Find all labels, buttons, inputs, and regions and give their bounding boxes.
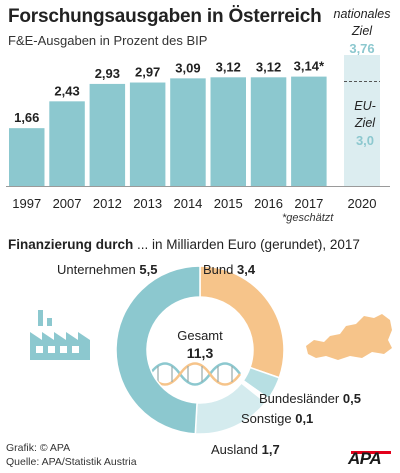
bar-value-label-2017: 3,14* xyxy=(294,59,325,74)
bar-2014 xyxy=(170,78,206,186)
eu-goal-line2: Ziel xyxy=(354,116,376,130)
category-label-1997: 1997 xyxy=(12,196,41,211)
bar-1997 xyxy=(9,128,45,186)
donut-chart: Gesamt 11,3 xyxy=(30,265,392,435)
category-label-2015: 2015 xyxy=(214,196,243,211)
slice-name-ausland: Ausland xyxy=(211,442,258,457)
bar-2012 xyxy=(89,83,126,186)
bar-value-label-2016: 3,12 xyxy=(256,59,281,74)
slice-label-bundeslaender: Bundesländer 0,5 xyxy=(259,391,361,406)
bar-value-label-2007: 2,43 xyxy=(54,83,79,98)
chart-title: Forschungsausgaben in Österreich xyxy=(8,6,322,27)
national-goal-line2: Ziel xyxy=(351,24,373,38)
category-label-2016: 2016 xyxy=(254,196,283,211)
bar-2016 xyxy=(250,77,287,186)
eu-goal-line1: EU- xyxy=(354,99,376,113)
bar-chart: 1,66 1997 2,43 2007 2,93 2012 2,97 2013 3,09 2014… xyxy=(6,55,390,211)
donut-center-label: Gesamt xyxy=(177,328,223,343)
bar-2013 xyxy=(129,82,166,186)
credits: Grafik: © APA Quelle: APA/Statistik Aust… xyxy=(6,441,137,469)
bar-2017 xyxy=(291,76,327,186)
slice-value-bund: 3,4 xyxy=(237,262,256,277)
national-goal-line1: nationales xyxy=(333,7,391,21)
slice-value-ausland: 1,7 xyxy=(261,442,280,457)
financing-title: Finanzierung durch ... in Milliarden Eur… xyxy=(8,237,360,252)
credit-graphic: Grafik: © APA xyxy=(6,442,71,454)
bar-value-label-2014: 3,09 xyxy=(175,60,200,75)
category-label-2020: 2020 xyxy=(348,196,377,211)
slice-name-bund: Bund xyxy=(203,262,234,277)
donut-center-value: 11,3 xyxy=(187,345,214,361)
chart-subtitle: F&E-Ausgaben in Prozent des BIP xyxy=(8,33,208,48)
bar-value-label-2013: 2,97 xyxy=(135,65,160,80)
category-label-2017: 2017 xyxy=(294,196,323,211)
bar-value-label-2015: 3,12 xyxy=(216,59,241,74)
category-label-2012: 2012 xyxy=(93,196,122,211)
goal-bar-2020 xyxy=(344,55,380,186)
credit-source: Quelle: APA/Statistik Austria xyxy=(6,456,137,468)
slice-value-bundeslaender: 0,5 xyxy=(342,391,361,406)
national-goal-label: nationales Ziel 3,76 xyxy=(326,6,398,57)
bar-2007 xyxy=(49,101,85,186)
slice-label-bund: Bund 3,4 xyxy=(203,262,255,277)
national-goal-value: 3,76 xyxy=(349,41,375,56)
category-label-2014: 2014 xyxy=(173,196,202,211)
slice-value-unternehmen: 5,5 xyxy=(139,262,158,277)
slice-label-unternehmen: Unternehmen 5,5 xyxy=(57,262,157,277)
category-label-2013: 2013 xyxy=(133,196,162,211)
financing-title-bold: Finanzierung durch xyxy=(8,237,134,252)
category-label-2007: 2007 xyxy=(53,196,82,211)
bar-value-label-1997: 1,66 xyxy=(14,110,39,125)
donut-slice-unternehmen xyxy=(115,265,201,435)
financing-title-rest: ... in Milliarden Euro (gerundet), 2017 xyxy=(133,237,360,252)
apa-logo-bar xyxy=(351,451,391,454)
slice-name-unternehmen: Unternehmen xyxy=(57,262,136,277)
slice-label-ausland: Ausland 1,7 xyxy=(211,442,280,457)
dna-helix-icon xyxy=(148,362,242,386)
austria-map-icon xyxy=(306,314,392,360)
bar-2015 xyxy=(210,77,246,186)
footnote: *geschätzt xyxy=(282,212,334,224)
slice-value-sonstige: 0,1 xyxy=(295,411,314,426)
slice-name-bundeslaender: Bundesländer xyxy=(259,391,340,406)
factory-icon xyxy=(30,310,90,360)
eu-goal-value: 3,0 xyxy=(355,133,375,148)
apa-logo: APA xyxy=(348,449,382,468)
bar-value-label-2012: 2,93 xyxy=(95,66,120,81)
slice-label-sonstige: Sonstige 0,1 xyxy=(241,411,313,426)
eu-goal-label: EU- Ziel 3,0 xyxy=(332,98,398,149)
slice-name-sonstige: Sonstige xyxy=(241,411,292,426)
